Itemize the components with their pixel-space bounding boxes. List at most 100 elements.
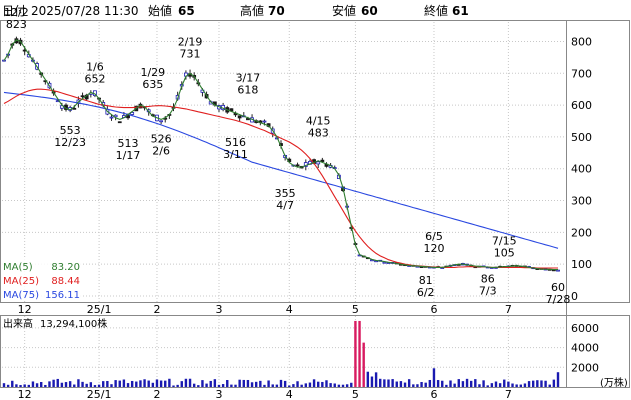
volume-bar xyxy=(213,379,217,387)
volume-bar xyxy=(490,383,494,387)
y-tick-label: 600 xyxy=(571,99,592,112)
annotation-value: 618 xyxy=(237,83,258,96)
date-axis: 12 12 25/1 25/1 2 2 3 3 4 4 5 5 6 6 7 7 xyxy=(18,303,512,400)
volume-bar xyxy=(192,383,196,387)
volume-bar xyxy=(242,379,245,387)
volume-bar xyxy=(44,384,47,387)
volume-bar xyxy=(341,384,345,387)
annotation-date: 2/19 xyxy=(178,35,203,48)
volume-bar xyxy=(246,379,250,387)
ma25-line xyxy=(3,88,558,269)
header-bar: 日付 2025/07/28 11:30 始値 65 高値 70 安値 60 終値… xyxy=(2,3,469,18)
volume-bar xyxy=(511,383,514,387)
candle-body xyxy=(130,112,135,115)
x-tick-label: 12 xyxy=(18,388,32,400)
candle-body xyxy=(159,120,164,123)
volume-bar xyxy=(89,382,93,387)
volume-bar xyxy=(354,320,357,387)
volume-bar xyxy=(209,380,212,387)
close-value: 61 xyxy=(452,4,469,18)
volume-bar xyxy=(486,385,489,387)
volume-bar xyxy=(482,380,485,387)
high-value: 70 xyxy=(268,4,285,18)
volume-bar xyxy=(531,380,535,387)
x-tick-label: 4 xyxy=(286,303,293,316)
volume-bar xyxy=(379,378,382,387)
low-value: 60 xyxy=(361,4,378,18)
annotation-value: 81 xyxy=(419,274,433,287)
volume-bar xyxy=(420,382,423,387)
x-tick-label: 12 xyxy=(18,303,32,316)
ma-legend: MA(5) 83.20 MA(25) 88.44 MA(75) 156.11 xyxy=(1,259,82,301)
volume-bar xyxy=(436,380,440,387)
volume-bar xyxy=(292,384,295,387)
volume-bar xyxy=(238,379,241,387)
volume-bar xyxy=(180,381,183,387)
volume-bar xyxy=(201,380,204,387)
annotation-value: 652 xyxy=(84,73,105,86)
volume-bar xyxy=(370,376,374,387)
annotation-value: 86 xyxy=(481,273,495,286)
volume-bar xyxy=(428,379,432,387)
volume-bar xyxy=(474,379,477,387)
volume-bar xyxy=(540,380,543,387)
volume-bar xyxy=(469,380,473,387)
volume-bar xyxy=(155,379,159,387)
y-tick-label: 200 xyxy=(571,226,592,239)
volume-bars xyxy=(2,320,560,387)
volume-tick-label: 4000 xyxy=(571,342,599,355)
volume-bar xyxy=(424,382,427,387)
volume-bar xyxy=(188,378,192,387)
volume-bar xyxy=(407,379,411,387)
volume-bar xyxy=(230,384,233,387)
annotation-date: 7/3 xyxy=(479,285,497,298)
x-tick-label: 2 xyxy=(153,303,160,316)
legend-ma75-value: 156.11 xyxy=(45,290,80,301)
volume-bar xyxy=(358,320,361,387)
annotation-date: 4/7 xyxy=(276,199,294,212)
volume-bar xyxy=(312,379,316,387)
annotation-date: 1/17 xyxy=(116,149,141,162)
volume-bar xyxy=(507,381,510,387)
volume-bar xyxy=(52,379,55,387)
volume-bar xyxy=(6,384,10,387)
volume-bar xyxy=(64,382,68,387)
candle-body xyxy=(80,95,85,98)
x-tick-label: 6 xyxy=(430,388,437,400)
volume-bar xyxy=(118,380,121,387)
open-label: 始値 xyxy=(148,3,172,18)
high-label: 高値 xyxy=(240,3,264,18)
volume-bar xyxy=(523,383,527,387)
volume-bar xyxy=(97,384,101,387)
x-tick-label: 2 xyxy=(153,388,160,400)
ma75-line xyxy=(3,91,559,249)
volume-bar xyxy=(288,385,291,387)
annotation-date: 6/2 xyxy=(417,286,435,299)
legend-ma75-label: MA(75) xyxy=(3,290,39,301)
candle-body xyxy=(382,261,387,264)
candle-body xyxy=(320,159,325,162)
volume-bar xyxy=(205,383,208,387)
volume-bar xyxy=(226,380,229,387)
volume-bar xyxy=(176,384,179,387)
x-tick-label: 5 xyxy=(352,303,359,316)
volume-panel-frame xyxy=(0,315,630,388)
annotation-date: 6/5 xyxy=(425,230,443,243)
candle-body xyxy=(316,161,321,165)
volume-bar xyxy=(345,384,349,387)
volume-bar xyxy=(85,383,88,387)
legend-ma25-label: MA(25) xyxy=(3,276,39,287)
volume-bar xyxy=(279,379,283,387)
volume-bar xyxy=(151,382,155,387)
volume-bar xyxy=(93,385,97,387)
volume-bar xyxy=(548,384,551,387)
annotation-value: 355 xyxy=(275,187,296,200)
volume-bar xyxy=(391,379,394,387)
candle-body xyxy=(237,115,242,119)
x-tick-label: 5 xyxy=(352,388,359,400)
annotation-date: 3/11 xyxy=(223,148,248,161)
annotation-date: 1/29 xyxy=(140,66,165,79)
volume-bar xyxy=(106,381,109,387)
